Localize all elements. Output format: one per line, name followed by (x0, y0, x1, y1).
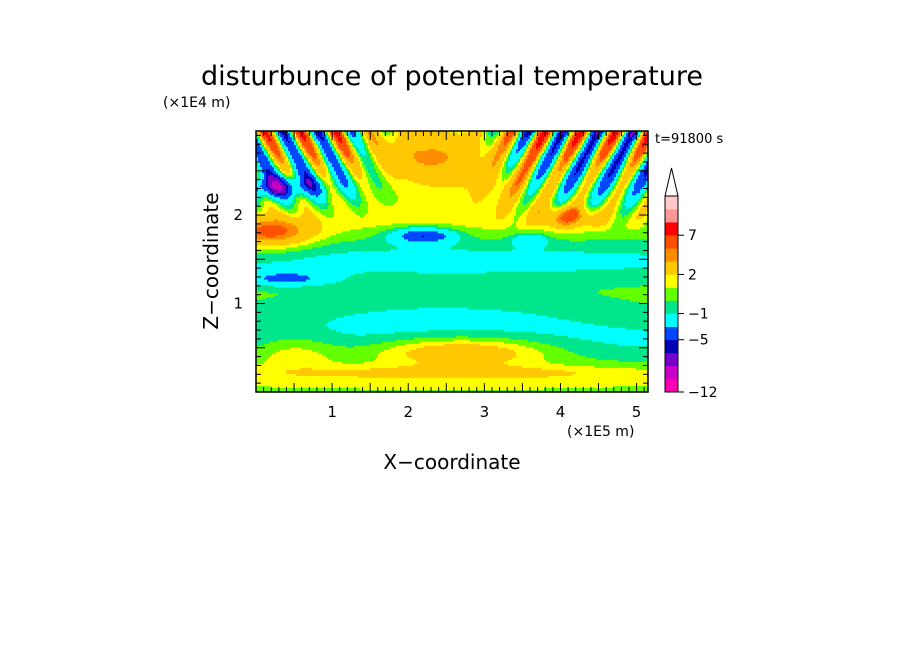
colorbar-swatch (665, 261, 678, 274)
colorbar-tick-label: −12 (688, 385, 718, 401)
colorbar-swatch (665, 366, 678, 379)
colorbar-tick-label: −5 (688, 333, 709, 349)
plot-area (256, 131, 648, 392)
contour-field (256, 131, 648, 392)
x-tick-label: 5 (632, 403, 642, 421)
chart-title: disturbunce of potential temperature (201, 61, 703, 92)
colorbar-swatch (665, 222, 678, 235)
colorbar-swatch (665, 353, 678, 366)
x-tick-label: 2 (403, 403, 413, 421)
y-axis-label: Z−coordinate (199, 192, 223, 329)
x-axis-label: X−coordinate (383, 450, 520, 474)
colorbar-tick-label: 7 (688, 228, 697, 244)
colorbar-tick-label: −1 (688, 307, 709, 323)
colorbar-swatch (665, 248, 678, 261)
x-unit-label: (×1E5 m) (567, 424, 634, 440)
colorbar-swatch (665, 340, 678, 353)
time-label: t=91800 s (655, 132, 723, 147)
x-tick-label: 3 (480, 403, 490, 421)
x-tick-label: 1 (327, 403, 337, 421)
colorbar-swatch (665, 379, 678, 392)
y-tick-label: 2 (233, 206, 243, 224)
colorbar-swatch (665, 327, 678, 340)
y-tick-label: 1 (233, 295, 243, 313)
colorbar: 7 2 −1 −5 −12 (665, 168, 718, 401)
colorbar-swatch (665, 314, 678, 327)
colorbar-swatch (665, 196, 678, 209)
colorbar-tick-label: 2 (688, 267, 697, 283)
colorbar-swatch (665, 287, 678, 300)
y-unit-label: (×1E4 m) (163, 95, 230, 111)
colorbar-swatch (665, 301, 678, 314)
x-tick-label: 4 (556, 403, 566, 421)
colorbar-swatch (665, 274, 678, 287)
colorbar-swatch (665, 235, 678, 248)
colorbar-extend-arrow (665, 168, 678, 196)
colorbar-swatch (665, 209, 678, 222)
